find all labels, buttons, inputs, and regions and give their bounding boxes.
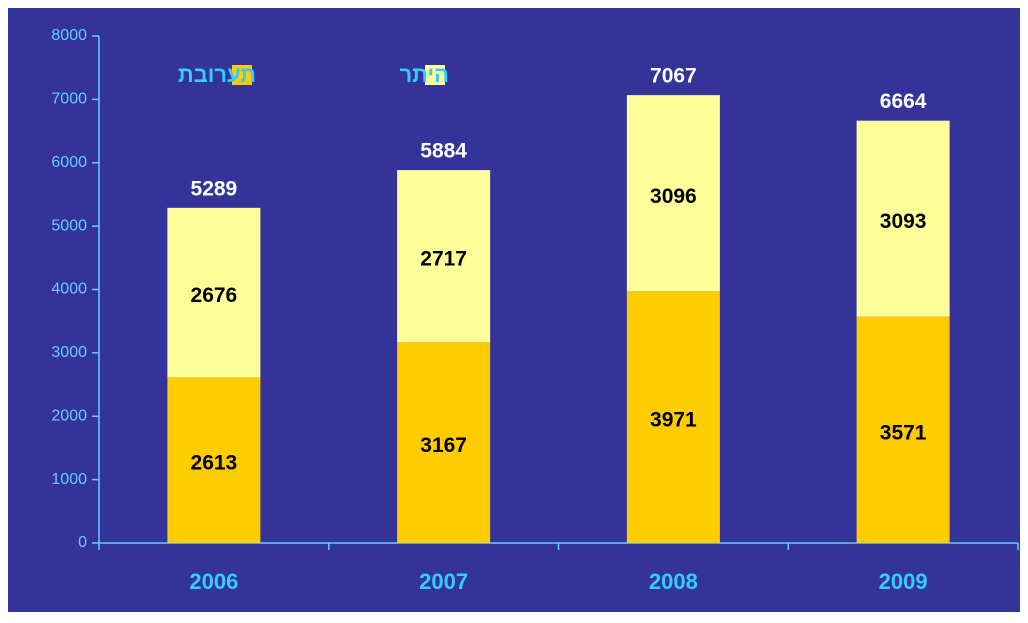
total-label: 5884 (420, 140, 467, 163)
y-tick-label: 6000 (51, 154, 87, 171)
bar-segment (856, 316, 950, 543)
value-label: 2717 (420, 248, 467, 271)
y-tick-label: 4000 (51, 281, 87, 298)
bar-segment (626, 95, 720, 292)
y-tick-label: 7000 (51, 91, 87, 108)
value-label: 3093 (880, 210, 927, 233)
bar-segment (167, 377, 261, 543)
total-label: 5289 (191, 177, 238, 200)
value-label: 3971 (650, 409, 697, 432)
y-tick-label: 0 (78, 534, 87, 551)
x-tick-label: 2008 (649, 569, 698, 594)
bar-segment (626, 291, 720, 543)
y-tick-label: 5000 (51, 217, 87, 234)
bar-segment (167, 207, 261, 378)
y-tick-label: 1000 (51, 471, 87, 488)
y-tick-label: 2000 (51, 407, 87, 424)
y-tick-label: 8000 (51, 27, 87, 44)
legend-swatch (425, 65, 445, 85)
total-label: 7067 (650, 65, 697, 88)
legend-label: תערובת (178, 62, 256, 87)
bar-segment (397, 342, 491, 543)
legend-swatch (232, 65, 252, 85)
value-label: 3167 (420, 434, 467, 457)
value-label: 3096 (650, 185, 697, 208)
total-label: 6664 (880, 90, 927, 113)
bar-segment (397, 170, 491, 343)
value-label: 2676 (191, 284, 238, 307)
x-tick-label: 2007 (419, 569, 468, 594)
legend-label: היתר (399, 62, 449, 87)
x-tick-label: 2006 (189, 569, 238, 594)
value-label: 3571 (880, 421, 927, 444)
x-tick-label: 2009 (879, 569, 928, 594)
y-tick-label: 3000 (51, 344, 87, 361)
bar-segment (856, 120, 950, 317)
value-label: 2613 (191, 452, 238, 475)
